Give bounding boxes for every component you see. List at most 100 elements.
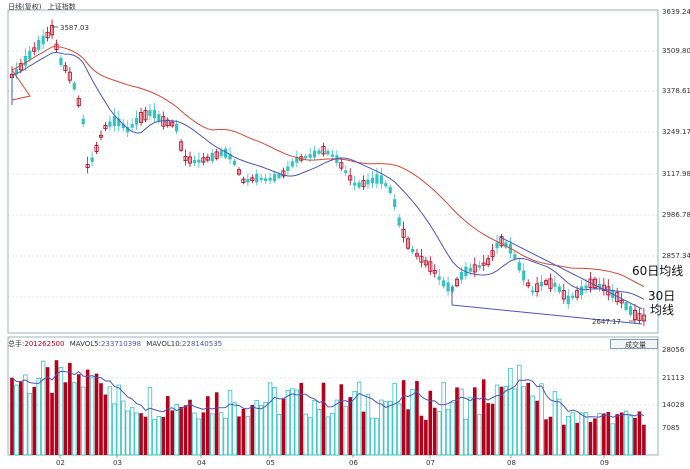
- candle-body-up: [50, 25, 55, 36]
- volume-bar-up: [455, 387, 459, 455]
- candle-body-up: [187, 156, 192, 164]
- candle-body-down: [14, 69, 19, 74]
- volume-bar-down: [512, 388, 518, 456]
- candle-body-up: [201, 157, 206, 163]
- volume-bar-down: [436, 411, 442, 456]
- volume-bar-down: [392, 382, 397, 456]
- price-tick-label: 3509.80: [662, 47, 690, 55]
- candle-body-up: [428, 261, 433, 272]
- volume-bar-down: [147, 387, 153, 456]
- candle-body-down: [388, 186, 392, 194]
- period-label: 日线(复权): [8, 3, 42, 11]
- candle-body-up: [423, 260, 428, 266]
- candle-body-up: [454, 278, 459, 287]
- candle-body-up: [205, 156, 210, 161]
- candle-body-down: [210, 152, 214, 162]
- volume-bars: [10, 360, 646, 456]
- candle-body-down: [23, 55, 27, 66]
- volume-bar-up: [63, 382, 68, 455]
- candle-body-up: [161, 116, 166, 127]
- volume-bar-down: [272, 386, 277, 456]
- candle-body-down: [152, 109, 156, 119]
- volume-bar-up: [299, 382, 304, 455]
- volume-bar-down: [40, 360, 46, 456]
- volume-bar-up: [642, 424, 646, 455]
- volume-bar-up: [50, 392, 54, 455]
- volume-bar-down: [312, 400, 317, 456]
- candle-body-down: [37, 39, 41, 50]
- candle-body-down: [375, 174, 379, 184]
- volume-bar-down: [445, 408, 451, 456]
- candle-body-down: [192, 159, 197, 164]
- volume-bar-down: [58, 366, 64, 456]
- candle-body-down: [553, 282, 557, 287]
- candle-body-down: [175, 123, 179, 132]
- volume-bar-up: [473, 387, 477, 455]
- candle-body-up: [250, 177, 255, 181]
- low-annotation: 2647.17: [592, 318, 635, 326]
- volume-bar-up: [179, 406, 183, 455]
- candle-body-down: [272, 174, 277, 182]
- volume-bar-down: [597, 412, 602, 456]
- volume-bar-down: [227, 390, 233, 456]
- volume-bar-up: [281, 398, 286, 455]
- volume-bar-up: [526, 382, 530, 455]
- volume-bar-down: [383, 401, 388, 456]
- candle-body-up: [535, 283, 540, 293]
- volume-bar-down: [539, 383, 544, 456]
- volume-bar-down: [450, 402, 455, 456]
- candle-body-down: [384, 183, 388, 187]
- volume-bar-down: [81, 386, 86, 456]
- volume-bar-down: [192, 412, 197, 456]
- candle-body-up: [575, 290, 580, 298]
- month-label: 02: [56, 459, 65, 467]
- price-axis: 3639.24 3509.80 3378.61 3249.17 3117.98 2986.…: [662, 8, 690, 260]
- volume-bar-down: [370, 417, 375, 456]
- candle-body-down: [130, 124, 134, 128]
- candle-body-down: [228, 153, 232, 160]
- mavol5-line: [11, 370, 645, 418]
- candle-body-up: [183, 155, 188, 162]
- volume-bar-down: [579, 412, 584, 456]
- volume-bar-down: [285, 390, 291, 456]
- volume-bar-up: [68, 362, 72, 455]
- candle-body-down: [584, 285, 588, 289]
- volume-bar-up: [339, 384, 344, 455]
- volume-bar-down: [379, 399, 384, 456]
- candle-body-down: [379, 175, 383, 184]
- candle-body-down: [522, 270, 526, 281]
- candle-body-down: [41, 35, 45, 45]
- volume-bar-up: [10, 377, 14, 455]
- volume-bar-up: [206, 396, 210, 455]
- volume-bar-up: [54, 360, 59, 455]
- volume-bar-down: [325, 416, 331, 456]
- ma30-label-line1: 30日: [648, 289, 675, 303]
- volume-bar-down: [89, 377, 95, 456]
- volume-tick-label: 28056: [662, 346, 685, 354]
- volume-bar-down: [112, 403, 117, 456]
- volume-bar-up: [19, 381, 23, 455]
- candle-body-down: [59, 57, 63, 66]
- candle-body-down: [326, 150, 330, 155]
- candle-body-up: [633, 309, 638, 321]
- candle-body-down: [330, 154, 334, 157]
- volume-bar-down: [116, 384, 121, 456]
- price-tick-label: 3249.17: [662, 128, 690, 136]
- candle-body-down: [126, 127, 130, 133]
- volume-indicator-select[interactable]: 成交量: [610, 339, 658, 349]
- volume-bar-down: [134, 412, 139, 456]
- volume-bar-down: [23, 374, 28, 456]
- price-tick-label: 3378.61: [662, 87, 690, 95]
- candle-body-up: [401, 228, 406, 238]
- volume-bar-up: [499, 386, 504, 455]
- volume-header: 总手:201262500 MAVOL5:233710398 MAVOL10:22…: [8, 339, 222, 348]
- candle-body-up: [619, 299, 624, 304]
- volume-bar-up: [615, 414, 619, 455]
- index-name: 上证指数: [47, 3, 76, 11]
- candle-body-up: [179, 141, 184, 151]
- candle-body-up: [76, 97, 81, 107]
- candle-body-down: [277, 174, 281, 179]
- volume-bar-down: [303, 413, 308, 456]
- candle-body-up: [241, 178, 246, 183]
